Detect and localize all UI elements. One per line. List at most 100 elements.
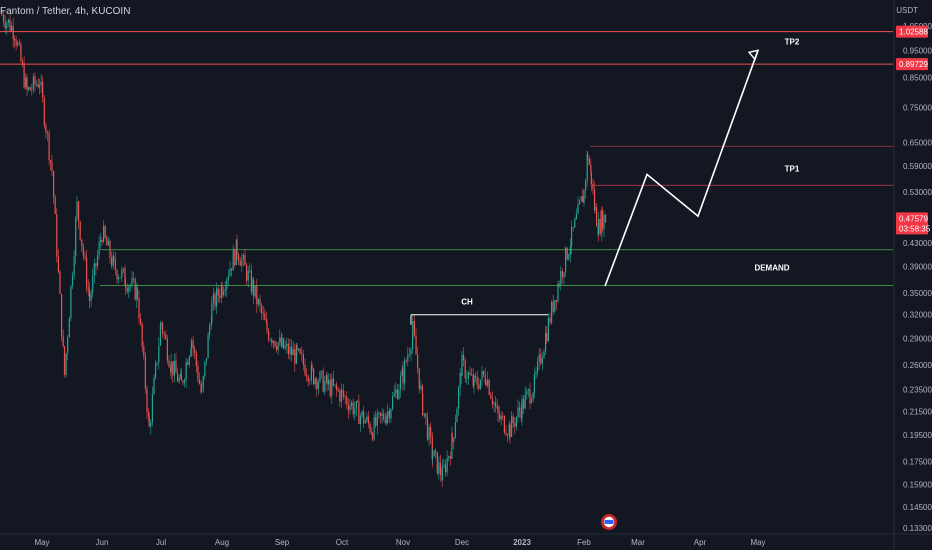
- candle-body: [359, 415, 362, 424]
- candle-body: [160, 323, 162, 326]
- candle-body: [254, 285, 256, 297]
- y-tick-label: 0.85000: [903, 73, 932, 82]
- candle-body: [296, 345, 298, 350]
- candle-body: [524, 394, 526, 409]
- candle-body: [448, 456, 450, 458]
- candle-body: [471, 374, 473, 376]
- resistance-price-tag: [896, 25, 928, 38]
- candle-body: [172, 361, 174, 376]
- candle-body: [351, 402, 353, 406]
- y-tick-label: 0.21500: [903, 407, 932, 416]
- candle-body: [307, 376, 309, 382]
- candle-body: [65, 353, 67, 375]
- candle-body: [151, 394, 153, 423]
- candle-body: [566, 247, 568, 260]
- candle-body: [386, 415, 388, 424]
- candle-body: [361, 411, 363, 416]
- candle-body: [148, 411, 150, 417]
- candle-body: [70, 285, 72, 319]
- candle-body: [210, 322, 212, 326]
- candle-body: [446, 457, 448, 473]
- candle-body: [379, 412, 382, 416]
- candle-body: [256, 285, 258, 305]
- candle-body: [410, 349, 412, 354]
- y-tick-label: 0.35000: [903, 289, 932, 298]
- candle-body: [499, 413, 501, 420]
- symbol-title: Fantom / Tether, 4h, KUCOIN: [0, 6, 131, 17]
- candle-body: [153, 377, 155, 395]
- candle-body: [337, 389, 339, 391]
- candle-body: [568, 254, 570, 260]
- candle-body: [268, 331, 270, 340]
- candle-body: [190, 340, 193, 350]
- candle-body: [478, 384, 480, 389]
- candle-body: [86, 257, 88, 287]
- candle-body: [11, 25, 13, 31]
- candle-body: [238, 254, 240, 262]
- x-tick-label: Sep: [275, 538, 290, 547]
- candle-body: [306, 374, 308, 377]
- candle-body: [579, 200, 581, 204]
- candle-body: [36, 84, 38, 85]
- candle-body: [319, 371, 321, 383]
- candle-body: [188, 356, 190, 365]
- candle-body: [332, 378, 334, 386]
- x-tick-label: Mar: [631, 538, 645, 547]
- candle-body: [4, 22, 6, 29]
- candle-body: [420, 385, 422, 389]
- demand-label: DEMAND: [754, 264, 789, 273]
- candle-body: [456, 408, 458, 423]
- candle-body: [412, 321, 414, 332]
- candle-body: [284, 346, 286, 349]
- x-tick-label: Nov: [396, 538, 410, 547]
- candle-body: [509, 424, 511, 438]
- candle-body: [166, 339, 168, 361]
- candle-body: [119, 277, 121, 279]
- candle-body: [13, 39, 16, 40]
- candle-body: [202, 376, 204, 389]
- candle-body: [375, 417, 377, 426]
- candle-body: [495, 402, 497, 407]
- candle-body: [143, 346, 145, 357]
- candle-body: [546, 333, 548, 342]
- resistance-price-tag: [896, 58, 928, 71]
- candle-body: [485, 382, 487, 386]
- candle-body: [82, 246, 84, 256]
- candle-body: [146, 388, 148, 412]
- candle-body: [155, 362, 157, 378]
- candle-body: [109, 240, 111, 258]
- candle-body: [588, 158, 590, 166]
- candle-body: [547, 318, 549, 342]
- candle-body: [598, 218, 600, 236]
- candle-body: [81, 239, 83, 247]
- candle-body: [340, 389, 342, 402]
- candle-body: [197, 365, 199, 380]
- candle-body: [227, 275, 229, 280]
- candle-body: [194, 348, 196, 353]
- candle-body: [558, 283, 560, 286]
- candle-body: [192, 340, 194, 349]
- candle-body: [236, 239, 238, 255]
- candle-body: [67, 337, 69, 354]
- candle-body: [322, 370, 324, 392]
- candle-body: [229, 268, 231, 276]
- candle-body: [387, 411, 389, 416]
- candle-body: [45, 125, 47, 133]
- candle-body: [329, 379, 331, 396]
- candle-body: [150, 422, 152, 427]
- candle-body: [3, 14, 5, 23]
- candle-body: [182, 380, 184, 383]
- candle-body: [561, 270, 563, 278]
- currency-label: USDT: [896, 6, 918, 15]
- candle-body: [51, 162, 53, 172]
- candle-body: [355, 401, 357, 410]
- candle-body: [241, 259, 243, 266]
- candle-body: [604, 214, 607, 223]
- candle-body: [17, 42, 19, 46]
- y-tick-label: 0.14500: [903, 503, 932, 512]
- x-tick-label: Jun: [96, 538, 109, 547]
- candle-body: [435, 450, 437, 452]
- candle-body: [279, 337, 281, 343]
